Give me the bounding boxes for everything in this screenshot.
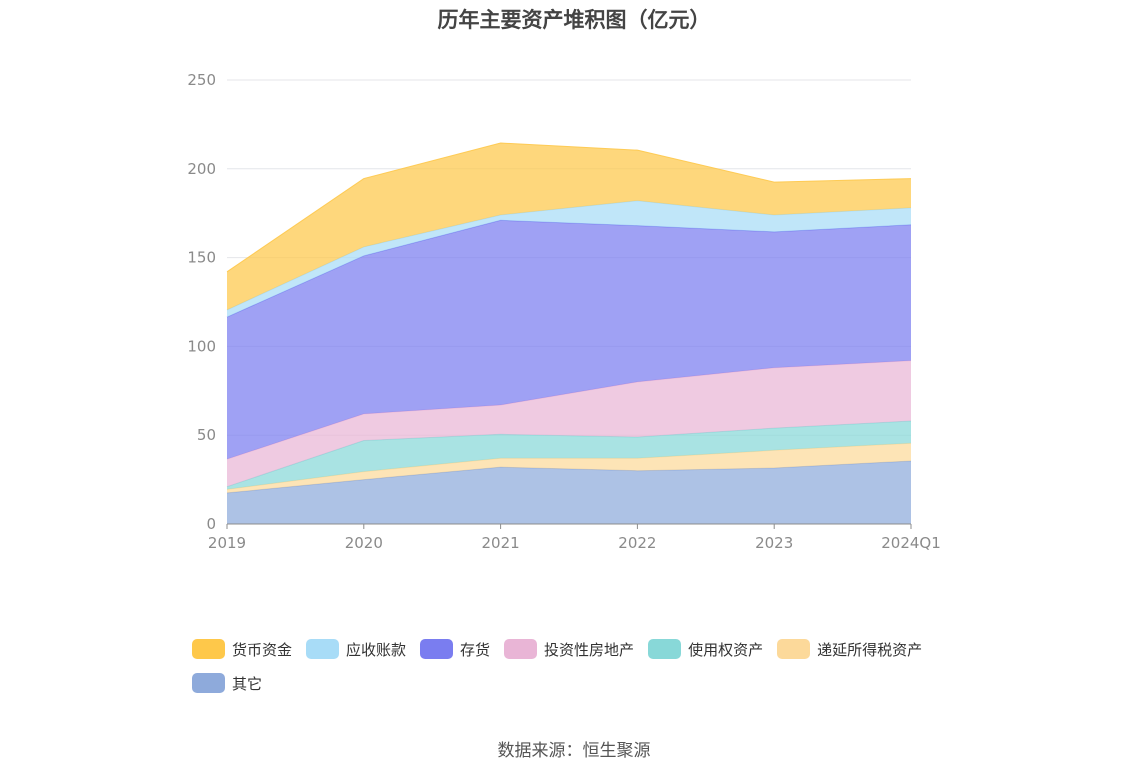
legend-item[interactable]: 货币资金 (192, 638, 292, 660)
chart-title: 历年主要资产堆积图（亿元） (437, 8, 711, 32)
legend-label: 使用权资产 (688, 640, 764, 659)
area-series-4 (227, 360, 911, 487)
legend-swatch (777, 639, 811, 659)
legend-item[interactable]: 递延所得税资产 (777, 638, 922, 660)
x-tick-label: 2020 (345, 534, 383, 552)
legend: 货币资金 应收账款 存货 投资性房地产 使用权资产 递延所得税资产其它 (192, 638, 992, 706)
legend-swatch (420, 639, 454, 659)
area-series-5 (227, 220, 911, 460)
y-tick-label: 50 (197, 426, 216, 444)
legend-item[interactable]: 投资性房地产 (504, 638, 634, 660)
x-tick-label: 2024Q1 (881, 534, 941, 552)
legend-swatch (192, 639, 225, 659)
y-tick-label: 0 (206, 515, 216, 533)
x-tick-label: 2023 (755, 534, 793, 552)
legend-swatch (192, 673, 225, 693)
legend-swatch (504, 639, 538, 659)
legend-label: 存货 (460, 640, 491, 659)
legend-label: 应收账款 (346, 640, 407, 659)
area-series-6 (227, 200, 911, 318)
legend-label: 递延所得税资产 (817, 640, 923, 659)
legend-label: 投资性房地产 (544, 640, 635, 659)
data-source-note: 数据来源：恒生聚源 (497, 741, 651, 761)
legend-label: 货币资金 (232, 640, 293, 659)
axes: 0 50 100 150 200 250 2019 2020 2021 2022 2023 2024Q… (187, 71, 940, 552)
x-tick-label: 2022 (618, 534, 656, 552)
area-series-7 (227, 143, 911, 310)
legend-item[interactable]: 存货 (420, 638, 490, 660)
y-tick-label: 100 (187, 337, 216, 355)
legend-label: 其它 (232, 674, 263, 693)
area-series (226, 142, 912, 524)
area-series-3 (227, 420, 911, 490)
x-tick-label: 2019 (208, 534, 246, 552)
y-tick-label: 150 (187, 249, 216, 267)
legend-swatch (306, 639, 340, 659)
x-tick-label: 2021 (482, 534, 520, 552)
legend-item[interactable]: 应收账款 (306, 638, 406, 660)
y-tick-label: 200 (187, 160, 216, 178)
legend-item[interactable]: 使用权资产 (648, 638, 763, 660)
area-series-edge (226, 142, 912, 273)
legend-swatch (648, 639, 682, 659)
y-tick-label: 250 (187, 71, 216, 89)
legend-item[interactable]: 其它 (192, 672, 262, 694)
area-series-2 (227, 443, 911, 493)
